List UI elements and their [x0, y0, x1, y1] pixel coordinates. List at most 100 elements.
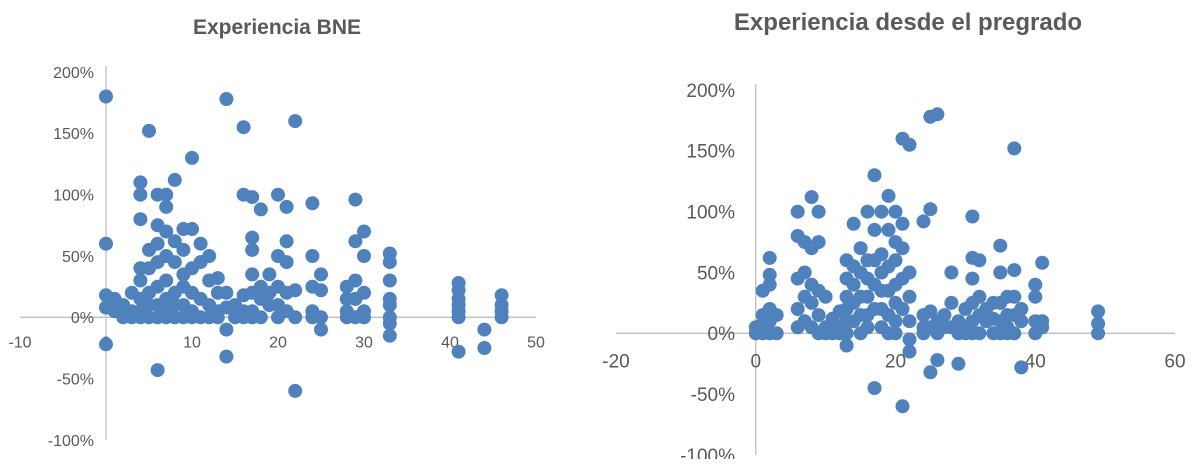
data-point [451, 310, 466, 325]
data-point [1007, 289, 1022, 304]
data-point [159, 199, 174, 214]
data-point [348, 234, 363, 249]
data-point [930, 353, 945, 368]
data-point [219, 322, 234, 337]
data-point [288, 383, 303, 398]
y-tick-label: 100% [53, 187, 94, 204]
data-point [881, 222, 896, 237]
data-point [1091, 304, 1106, 319]
data-point [1028, 277, 1043, 292]
data-point [867, 222, 882, 237]
y-tick-label: 0% [708, 324, 736, 345]
data-point [902, 314, 917, 329]
x-tick-label: 30 [355, 334, 373, 351]
data-point [494, 310, 509, 325]
data-point [1007, 326, 1022, 341]
y-tick-label: -100% [48, 433, 94, 450]
x-tick-label: 60 [1164, 351, 1185, 372]
chart-title: Experiencia BNE [193, 16, 361, 39]
x-tick-label: 10 [183, 334, 201, 351]
data-point [839, 338, 854, 353]
data-point [902, 137, 917, 152]
data-point [951, 356, 966, 371]
data-point [895, 241, 910, 256]
data-point [902, 265, 917, 280]
data-point [797, 265, 812, 280]
data-point [142, 123, 156, 138]
x-tick-label: 20 [269, 334, 287, 351]
data-point [288, 310, 303, 325]
data-point [288, 114, 303, 129]
y-tick-label: 150% [53, 126, 94, 143]
data-point [202, 249, 217, 263]
data-point [357, 224, 371, 239]
data-point [923, 365, 938, 380]
data-point [923, 304, 938, 319]
data-point [305, 249, 320, 263]
data-point [382, 328, 397, 343]
y-tick-label: -50% [691, 385, 735, 406]
data-point [888, 326, 903, 341]
data-point [1091, 326, 1106, 341]
data-point [902, 289, 917, 304]
x-tick-label: 40 [1025, 351, 1046, 372]
chart-1: Experiencia BNE-1001020304050-100%-50%0%… [8, 16, 545, 450]
data-point [357, 249, 371, 263]
data-point [993, 265, 1008, 280]
y-tick-label: 200% [686, 81, 735, 102]
data-point [804, 295, 819, 310]
data-point [357, 285, 371, 300]
data-point [279, 234, 294, 249]
data-point [853, 241, 868, 256]
data-point [219, 349, 234, 364]
data-point [176, 242, 191, 257]
data-point [262, 267, 277, 282]
data-point [930, 107, 945, 122]
y-tick-label: 200% [53, 65, 94, 82]
data-point [477, 322, 492, 337]
data-point [895, 302, 910, 316]
x-tick-label: 0 [750, 351, 761, 372]
data-point [185, 150, 199, 165]
data-point [888, 204, 903, 219]
data-point [236, 120, 251, 135]
data-point [972, 253, 987, 268]
data-point [159, 273, 174, 288]
y-tick-label: 0% [71, 310, 94, 327]
data-point [804, 190, 819, 205]
data-point [1014, 314, 1029, 329]
data-point [1014, 302, 1029, 316]
data-point [382, 255, 397, 270]
data-point [279, 255, 294, 270]
data-point [1028, 289, 1043, 304]
data-point [888, 253, 903, 268]
data-point [99, 236, 113, 251]
data-point [1007, 263, 1022, 278]
data-point [769, 308, 784, 323]
data-point [769, 326, 784, 341]
data-point [860, 289, 875, 304]
data-point [133, 273, 148, 288]
data-point [253, 202, 268, 217]
data-point [167, 255, 182, 270]
data-point [874, 247, 889, 262]
data-point [133, 187, 148, 202]
y-tick-label: 50% [697, 263, 735, 284]
data-point [811, 308, 826, 323]
data-point [159, 187, 174, 202]
data-point [902, 332, 917, 347]
chart-title: Experiencia desde el pregrado [734, 9, 1082, 36]
data-point [167, 172, 182, 187]
data-point [839, 326, 854, 341]
data-point [99, 337, 113, 352]
data-point [811, 235, 826, 250]
data-point [923, 202, 938, 217]
data-point [916, 214, 931, 229]
data-point [245, 230, 260, 245]
data-point [150, 236, 165, 251]
data-point [382, 298, 397, 313]
x-tick-label: -20 [602, 351, 629, 372]
data-point [382, 273, 397, 288]
data-point [193, 236, 208, 251]
